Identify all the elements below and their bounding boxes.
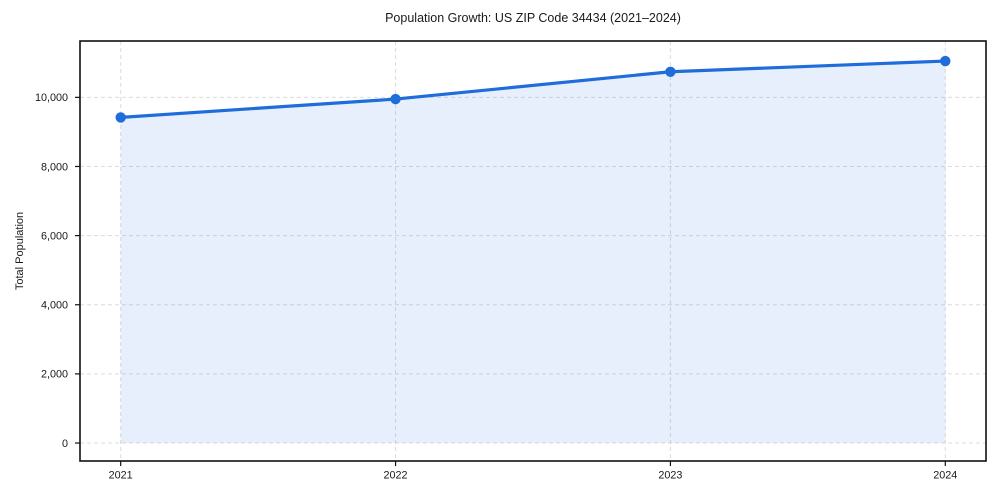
- chart-title: Population Growth: US ZIP Code 34434 (20…: [385, 11, 681, 25]
- data-point-marker: [665, 66, 676, 77]
- y-tick-label: 4,000: [41, 300, 68, 312]
- area-fill: [120, 61, 946, 444]
- y-tick-label: 6,000: [41, 230, 68, 242]
- y-tick-label: 0: [62, 438, 68, 450]
- x-tick-label: 2022: [384, 470, 408, 482]
- trend-line: [119, 59, 947, 119]
- data-point-marker: [940, 55, 951, 67]
- data-point-marker: [390, 93, 401, 105]
- y-tick-label: 10,000: [35, 92, 68, 104]
- plot-border: [79, 40, 987, 462]
- data-point-marker: [115, 112, 126, 123]
- x-tick-label: 2024: [933, 470, 957, 482]
- x-tick-label: 2021: [109, 470, 133, 482]
- y-tick-label: 8,000: [41, 161, 68, 173]
- x-tick-label: 2023: [658, 470, 682, 482]
- y-tick-label: 2,000: [41, 369, 68, 381]
